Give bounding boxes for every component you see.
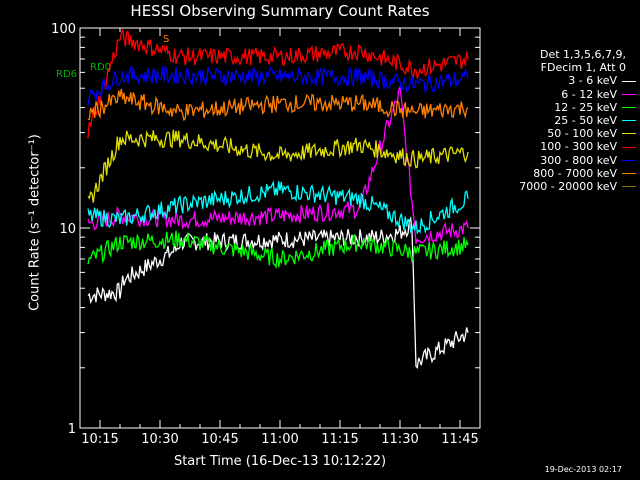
legend-header-line-2: FDecim 1, Att 0	[540, 61, 626, 75]
series-line-5	[87, 29, 469, 139]
legend-swatch	[622, 120, 636, 122]
legend-entry: 300 - 800 keV	[486, 154, 636, 167]
legend-header-line-1: Det 1,3,5,6,7,9,	[539, 48, 626, 61]
legend-swatch	[622, 186, 636, 188]
x-axis-label: Start Time (16-Dec-13 10:12:22)	[173, 454, 387, 469]
series-line-0	[87, 215, 469, 369]
x-tick-label: 10:45	[201, 432, 238, 447]
x-tick-label: 11:15	[321, 432, 358, 447]
series-line-2	[87, 230, 469, 269]
legend-entry: 6 - 12 keV	[486, 88, 636, 101]
legend-label: 50 - 100 keV	[547, 127, 617, 141]
legend-swatch	[622, 93, 636, 95]
series-line-3	[87, 180, 469, 235]
annotation-rd6: RD6	[56, 69, 77, 80]
legend: Det 1,3,5,6,7,9, FDecim 1, Att 0 3 - 6 k…	[486, 48, 636, 193]
x-tick-label: 11:30	[381, 432, 418, 447]
x-tick-label: 11:00	[261, 432, 298, 447]
series-line-6	[87, 65, 469, 106]
legend-swatch	[622, 172, 636, 174]
chart-title: HESSI Observing Summary Count Rates	[130, 2, 430, 20]
y-tick-label: 1	[68, 422, 76, 437]
legend-label: 12 - 25 keV	[554, 100, 617, 114]
legend-label: 7000 - 20000 keV	[519, 180, 617, 194]
legend-swatch	[622, 159, 636, 161]
series-line-4	[87, 129, 469, 203]
series-line-7	[87, 88, 469, 122]
annotation-s: S	[163, 34, 169, 45]
timestamp: 19-Dec-2013 02:17	[544, 465, 622, 474]
legend-entry: 3 - 6 keV	[486, 74, 636, 87]
y-axis-label: Count Rate (s⁻¹ detector⁻¹)	[27, 134, 43, 311]
legend-swatch	[622, 80, 636, 82]
legend-label: 3 - 6 keV	[568, 74, 617, 88]
legend-label: 800 - 7000 keV	[533, 166, 617, 180]
legend-entry: 100 - 300 keV	[486, 140, 636, 153]
legend-label: 25 - 50 keV	[554, 114, 617, 128]
legend-entry: 25 - 50 keV	[486, 114, 636, 127]
x-tick-label: 10:15	[81, 432, 118, 447]
legend-label: 6 - 12 keV	[561, 87, 617, 101]
y-tick-label: 100	[51, 22, 76, 37]
legend-label: 300 - 800 keV	[540, 153, 617, 167]
legend-swatch	[622, 146, 636, 148]
legend-entry: 12 - 25 keV	[486, 101, 636, 114]
y-tick-label: 10	[59, 222, 76, 237]
legend-swatch	[622, 106, 636, 108]
legend-label: 100 - 300 keV	[540, 140, 617, 154]
legend-entry: 800 - 7000 keV	[486, 167, 636, 180]
annotation-rd0: RD0	[90, 62, 111, 73]
legend-entry: 50 - 100 keV	[486, 127, 636, 140]
legend-swatch	[622, 133, 636, 135]
x-tick-label: 10:30	[141, 432, 178, 447]
legend-entry: 7000 - 20000 keV	[486, 180, 636, 193]
x-tick-label: 11:45	[441, 432, 478, 447]
